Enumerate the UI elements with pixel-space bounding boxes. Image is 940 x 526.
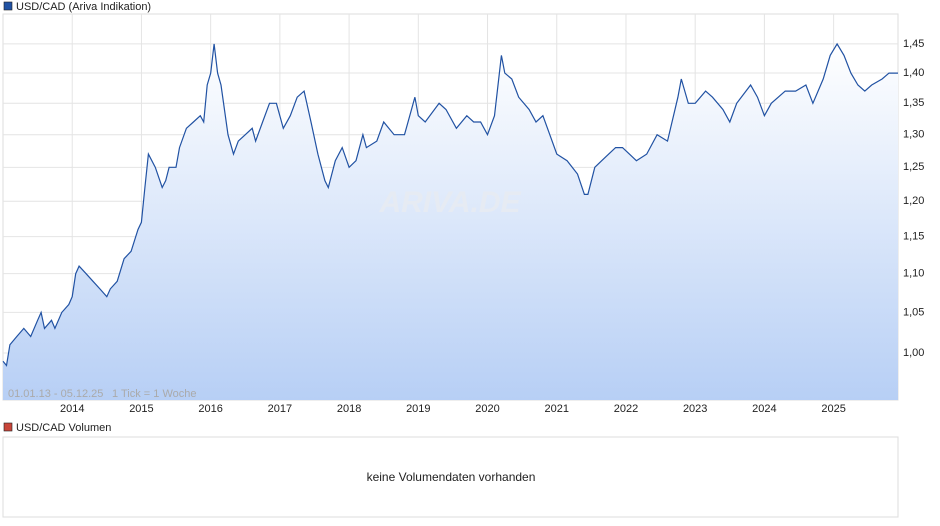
x-tick-label: 2014 bbox=[60, 403, 84, 415]
x-tick-label: 2022 bbox=[614, 403, 638, 415]
x-tick-label: 2018 bbox=[337, 403, 361, 415]
y-tick-label: 1,00 bbox=[903, 347, 924, 359]
watermark: ARIVA.DE bbox=[378, 186, 521, 219]
x-tick-label: 2015 bbox=[129, 403, 153, 415]
y-tick-label: 1,30 bbox=[903, 129, 924, 141]
y-tick-label: 1,05 bbox=[903, 306, 924, 318]
price-line bbox=[2, 42, 898, 367]
y-tick-label: 1,35 bbox=[903, 97, 924, 109]
y-tick-label: 1,40 bbox=[903, 67, 924, 79]
x-tick-label: 2019 bbox=[406, 403, 430, 415]
range-label: 01.01.13 - 05.12.25 bbox=[8, 388, 103, 400]
y-tick-label: 1,10 bbox=[903, 268, 924, 280]
x-tick-label: 2023 bbox=[683, 403, 707, 415]
tick-label: 1 Tick = 1 Woche bbox=[112, 388, 196, 400]
y-tick-label: 1,15 bbox=[903, 231, 924, 243]
y-tick-label: 1,20 bbox=[903, 195, 924, 207]
x-tick-label: 2020 bbox=[475, 403, 499, 415]
x-tick-label: 2021 bbox=[545, 403, 569, 415]
volume-panel bbox=[2, 436, 899, 518]
area-fill bbox=[3, 43, 898, 401]
legend-swatch bbox=[3, 1, 13, 11]
x-tick-label: 2024 bbox=[752, 403, 776, 415]
x-tick-label: 2025 bbox=[821, 403, 845, 415]
x-tick-label: 2017 bbox=[268, 403, 292, 415]
volume-swatch bbox=[3, 422, 13, 432]
volume-legend: USD/CAD Volumen bbox=[16, 422, 111, 434]
volume-message: keine Volumendaten vorhanden bbox=[367, 470, 536, 484]
x-tick-label: 2016 bbox=[198, 403, 222, 415]
y-tick-label: 1,25 bbox=[903, 161, 924, 173]
y-tick-label: 1,45 bbox=[903, 38, 924, 50]
legend-label: USD/CAD (Ariva Indikation) bbox=[16, 1, 151, 13]
